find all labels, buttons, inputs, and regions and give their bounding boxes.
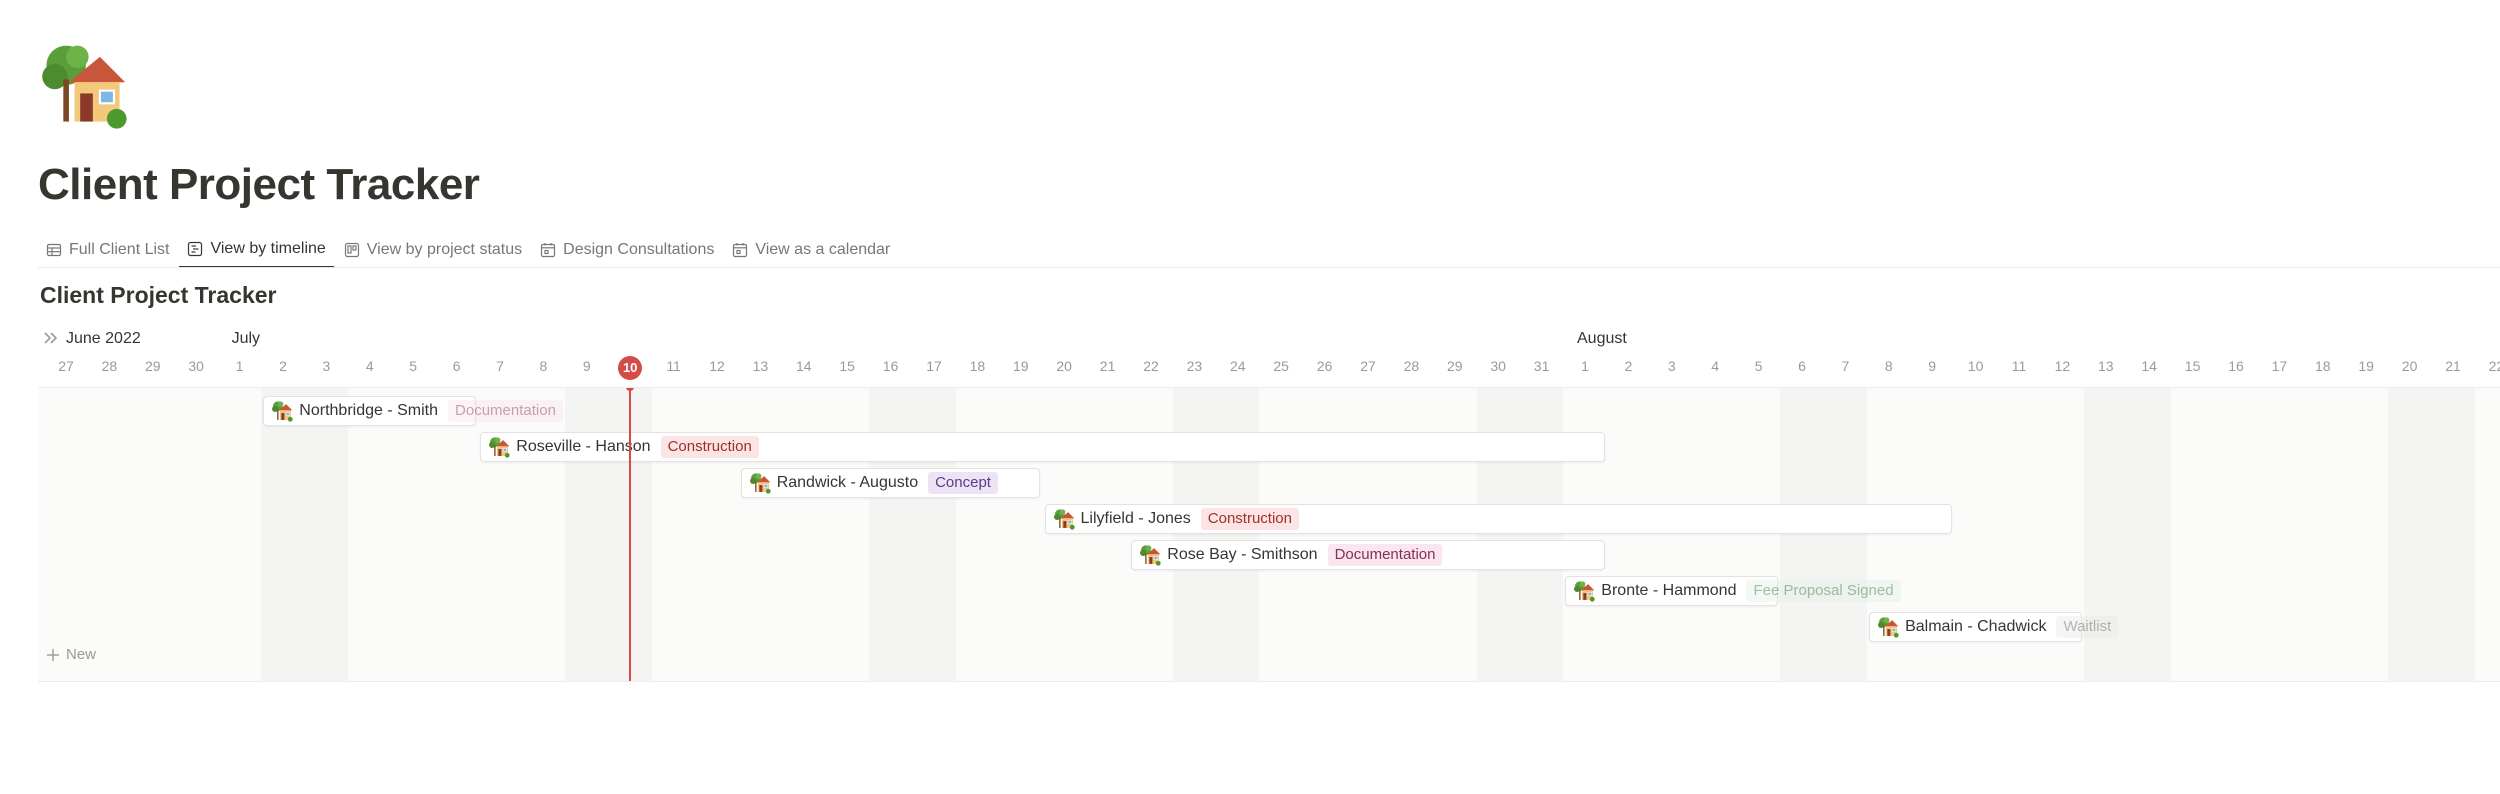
timeline-bar[interactable] (1565, 576, 1779, 606)
today-marker-line (629, 388, 632, 681)
day-number: 18 (2315, 358, 2331, 374)
day-number: 14 (796, 358, 812, 374)
day-number: 8 (1884, 358, 1893, 374)
day-number: 18 (969, 358, 986, 374)
new-item-label: New (66, 646, 97, 663)
day-number: 1 (235, 358, 244, 374)
weekend-shade (2387, 388, 2475, 681)
day-number: 21 (1099, 358, 1116, 374)
timeline-header: June 2022 July August 27 28 29 30 1 2 3 4 5 6 7 8 9 10 11… (38, 325, 2500, 387)
timeline-bar[interactable] (1044, 504, 1952, 534)
day-number: 3 (322, 358, 331, 374)
day-number: 6 (452, 358, 461, 374)
day-number: 19 (2358, 358, 2374, 374)
day-number: 29 (1447, 358, 1463, 374)
house-with-garden-icon[interactable] (38, 40, 128, 130)
timeline-grid: New Northbridge - Smith Documentation Rose… (38, 387, 2500, 682)
day-number: 1 (1581, 358, 1589, 374)
calendar-icon (733, 243, 748, 258)
tab-label: Design Consultations (563, 241, 715, 258)
tab-full-client-list[interactable]: Full Client List (38, 232, 177, 268)
view-title[interactable]: Client Project Tracker (40, 282, 277, 308)
tab-view-by-timeline[interactable]: View by timeline (179, 232, 334, 268)
tab-label: View as a calendar (755, 241, 891, 258)
tabs-divider (38, 267, 2500, 268)
tab-label: View by project status (366, 241, 523, 258)
day-number: 16 (882, 358, 899, 374)
day-number: 2 (1624, 358, 1633, 374)
timeline-bar[interactable] (1869, 612, 2083, 642)
timeline-bar[interactable] (1131, 540, 1605, 570)
new-item-button[interactable]: New (46, 646, 96, 663)
day-number: 19 (1013, 358, 1029, 374)
day-number: 17 (926, 358, 942, 374)
month-label: June 2022 (66, 330, 141, 347)
weekend-shade (1780, 388, 1868, 681)
day-number: 27 (1360, 358, 1376, 374)
tab-design-consultations[interactable]: Design Consultations (532, 232, 722, 268)
day-number: 13 (2098, 358, 2114, 374)
day-number: 5 (409, 358, 418, 374)
timeline-icon (188, 241, 203, 257)
weekend-shade (2084, 388, 2171, 681)
day-number: 26 (1316, 358, 1333, 374)
day-number: 4 (1711, 358, 1720, 374)
day-number: 22 (2488, 358, 2500, 374)
view-tabs: Full Client List View by timeline View b… (38, 232, 900, 268)
board-icon (344, 242, 359, 258)
table-icon (46, 243, 62, 257)
day-number: 11 (2011, 358, 2027, 374)
day-number: 30 (1490, 358, 1506, 374)
day-number: 12 (709, 358, 725, 374)
month-label: August (1577, 330, 1627, 347)
day-number: 5 (1754, 358, 1763, 374)
double-chevron-right-icon[interactable] (42, 330, 60, 346)
day-number: 15 (839, 358, 855, 374)
timeline-bar[interactable] (263, 396, 477, 426)
day-number: 25 (1273, 358, 1289, 374)
today-date-badge: 10 (618, 356, 643, 380)
weekend-shade (261, 388, 349, 681)
day-number: 4 (365, 358, 374, 374)
tab-label: View by timeline (210, 240, 326, 257)
day-number: 7 (1841, 358, 1850, 374)
day-number: 9 (582, 358, 591, 374)
day-number: 11 (666, 358, 681, 374)
day-number: 7 (496, 358, 504, 374)
day-number: 12 (2054, 358, 2071, 374)
day-number: 20 (1056, 358, 1072, 374)
day-number: 10 (1967, 358, 1984, 374)
page-title: Client Project Tracker (38, 160, 480, 209)
tab-view-as-a-calendar[interactable]: View as a calendar (724, 232, 898, 268)
day-number: 28 (1403, 358, 1420, 374)
day-number: 21 (2445, 358, 2461, 374)
day-number: 9 (1928, 358, 1937, 374)
day-number: 8 (539, 358, 548, 374)
day-number: 30 (188, 358, 204, 374)
day-number: 17 (2271, 358, 2288, 374)
day-number: 23 (1186, 358, 1203, 374)
timeline-bar[interactable] (480, 432, 1605, 462)
day-number: 27 (58, 358, 74, 374)
today-marker-dot (626, 388, 635, 391)
day-number: 2 (279, 358, 287, 374)
day-number: 15 (2184, 358, 2201, 374)
timeline-bar[interactable] (740, 468, 1041, 498)
day-number: 6 (1798, 358, 1806, 374)
day-number: 28 (101, 358, 118, 374)
day-number: 22 (1143, 358, 1159, 374)
day-number: 20 (2401, 358, 2418, 374)
tab-label: Full Client List (69, 241, 170, 258)
day-number: 3 (1667, 358, 1676, 374)
day-number: 31 (1533, 358, 1550, 374)
day-number: 16 (2228, 358, 2244, 374)
month-label: July (231, 330, 261, 347)
day-number: 14 (2141, 358, 2157, 374)
day-number: 13 (752, 358, 769, 374)
calendar-icon (541, 243, 556, 258)
tab-view-by-project-status[interactable]: View by project status (336, 232, 530, 268)
day-number: 24 (1230, 358, 1246, 374)
plus-icon (47, 648, 59, 661)
day-number: 29 (145, 358, 161, 374)
